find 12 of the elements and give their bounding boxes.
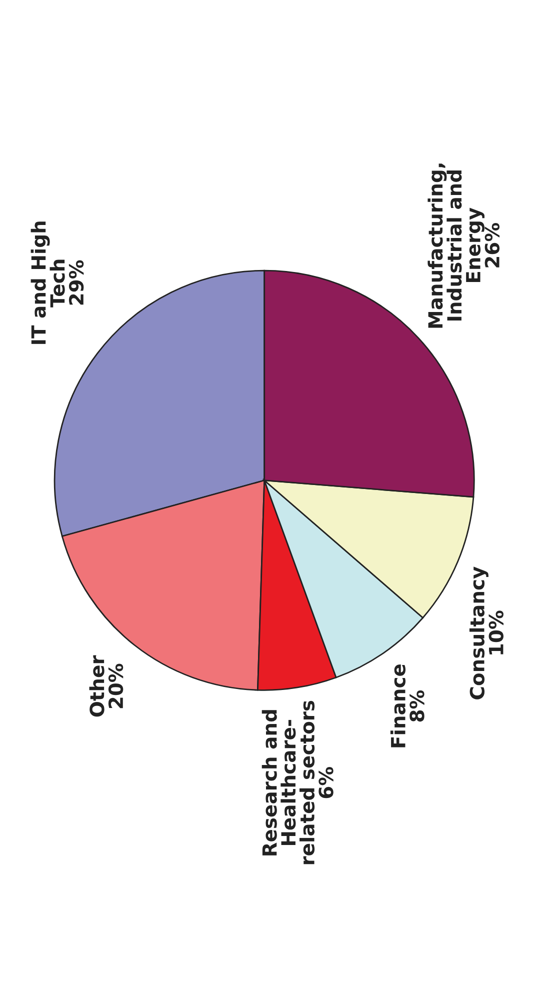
data-label: 10% <box>488 610 504 654</box>
data-label: 6% <box>318 766 334 798</box>
data-label: 29% <box>68 260 84 305</box>
slice-label: Consultancy <box>469 566 488 700</box>
slice-label: IT and High Tech <box>30 222 65 344</box>
data-label: 8% <box>410 690 424 722</box>
slice-label: Research and Healthcare- related sectors <box>262 700 315 864</box>
slice-label: Finance <box>390 664 406 748</box>
data-label: 26% <box>484 222 500 268</box>
data-label: 20% <box>108 664 124 708</box>
slice-label: Manufacturing, Industrial and Energy <box>428 164 484 328</box>
slice-label: Other <box>89 655 104 717</box>
